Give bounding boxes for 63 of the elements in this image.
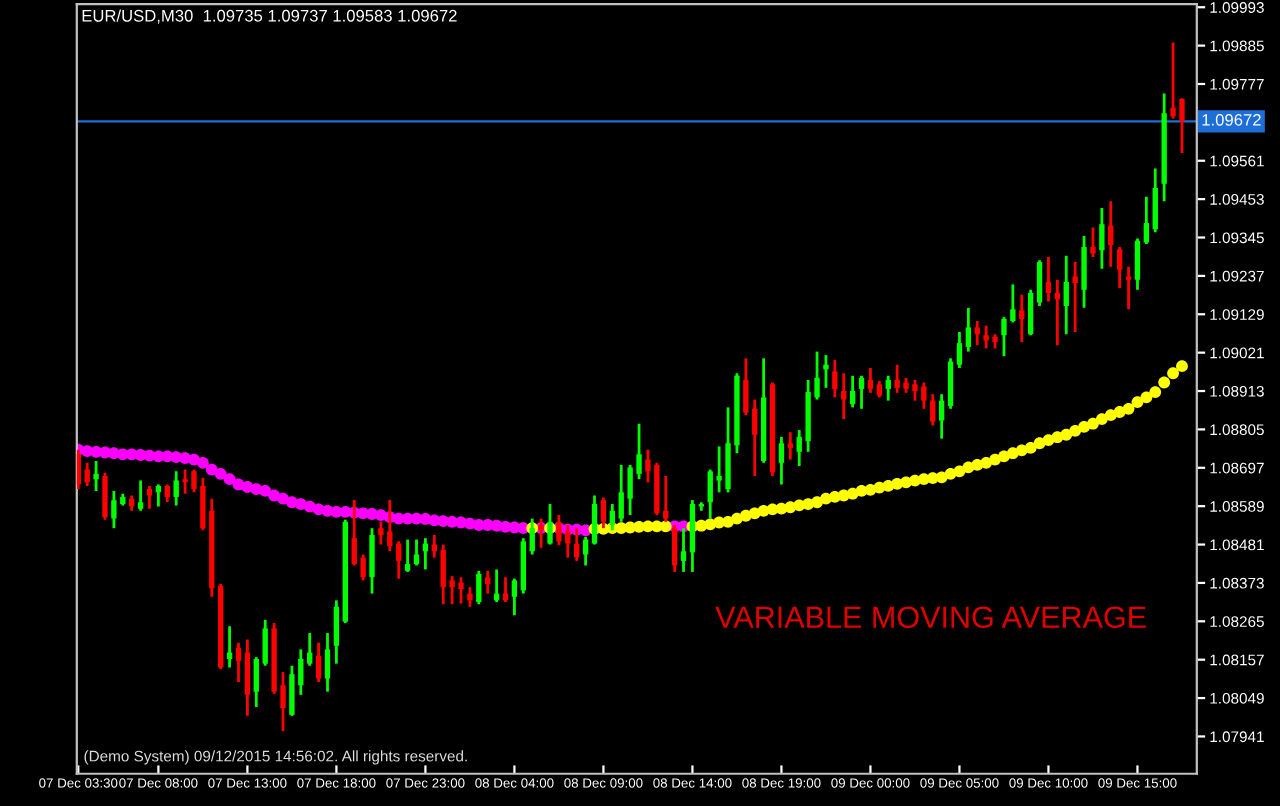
candlestick [173, 469, 179, 507]
candlestick [1045, 255, 1052, 303]
candlestick [885, 374, 891, 403]
point [214, 467, 227, 480]
candlestick [974, 319, 980, 347]
candlestick [849, 374, 856, 409]
point [205, 463, 218, 476]
candlestick [404, 538, 411, 574]
candlestick [938, 392, 945, 441]
candlestick [832, 358, 838, 399]
candlestick [956, 330, 963, 370]
candlestick [1081, 234, 1087, 310]
candlestick [841, 371, 847, 421]
candlestick [111, 489, 117, 530]
candlestick [146, 484, 153, 511]
candlestick [289, 664, 295, 718]
candlestick [315, 641, 322, 684]
candlestick [93, 459, 99, 493]
candlestick [1090, 226, 1096, 259]
candlestick [858, 374, 865, 411]
candlestick [413, 538, 420, 567]
candlestick [1116, 245, 1123, 290]
candlestick [823, 353, 829, 390]
candlestick [778, 435, 785, 486]
candlestick [1099, 206, 1105, 271]
point [223, 473, 236, 486]
candlestick [1143, 195, 1150, 246]
candlestick [369, 526, 375, 595]
candlestick [235, 641, 242, 684]
candlestick [422, 536, 429, 571]
candlestick [396, 539, 402, 581]
candlestick [1108, 199, 1114, 269]
candlestick [476, 569, 482, 606]
candlestick [485, 569, 491, 595]
point [259, 484, 272, 497]
candlestick [867, 366, 874, 395]
candlestick [137, 479, 144, 513]
candlestick [511, 577, 518, 617]
candlestick [1027, 288, 1034, 337]
candlestick [324, 631, 331, 694]
candlestick [253, 655, 259, 709]
candlestick [467, 585, 473, 609]
candlestick [262, 618, 268, 668]
candlestick [787, 430, 794, 461]
point [197, 456, 209, 469]
annotation: VARIABLE MOVING AVERAGE [715, 606, 1146, 629]
chart-title: EUR/USD,M30 1.09735 1.09737 1.09583 1.09672 [82, 9, 457, 24]
candlestick [307, 631, 313, 668]
candlestick [947, 356, 954, 411]
ref-line-label: 1.09672 [1202, 113, 1261, 126]
candlestick [930, 392, 936, 427]
candlestick [378, 520, 384, 546]
candlestick [333, 598, 340, 665]
candlestick [965, 306, 972, 353]
candlestick [76, 448, 81, 491]
candlestick [1134, 237, 1141, 292]
candlestick [1036, 258, 1043, 308]
candlestick [102, 471, 108, 522]
candlestick [1019, 293, 1025, 344]
candlestick [244, 638, 251, 718]
candlestick [1063, 254, 1069, 336]
candlestick [1072, 260, 1078, 334]
candlestick [1152, 167, 1158, 234]
